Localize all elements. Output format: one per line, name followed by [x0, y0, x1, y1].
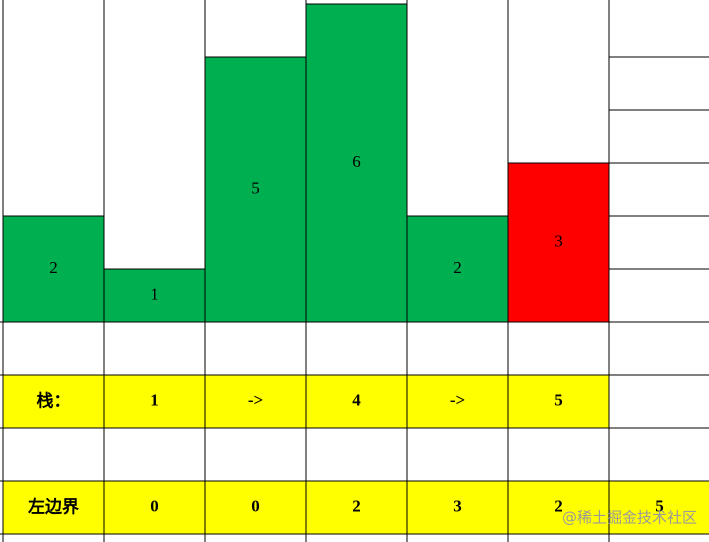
bar-label: 6 [352, 152, 361, 171]
stack-cell: -> [450, 390, 465, 409]
stack-cell: -> [248, 390, 263, 409]
stack-cell: 5 [554, 390, 563, 409]
left_boundary-cell: 2 [352, 496, 361, 515]
bar [305, 3, 408, 323]
watermark: @稀土掘金技术社区 [562, 509, 697, 527]
left_boundary-cell: 0 [150, 496, 159, 515]
bar [507, 162, 610, 323]
stack-label: 栈： [37, 391, 71, 412]
stack-cell: 4 [352, 390, 361, 409]
left-boundary-row-bg [3, 481, 709, 534]
left_boundary-cell: 2 [554, 496, 563, 515]
left_boundary-cell: 3 [453, 496, 462, 515]
stack-cell: 1 [150, 390, 159, 409]
bar-label: 3 [554, 231, 563, 250]
bar [204, 56, 307, 323]
left_boundary-label: 左边界 [28, 497, 79, 518]
left_boundary-cell: 5 [655, 496, 664, 515]
left_boundary-cell: 0 [251, 496, 260, 515]
bar-label: 2 [49, 258, 58, 277]
bar-label: 2 [453, 258, 462, 277]
bar [406, 215, 509, 323]
bar-label: 1 [150, 284, 159, 303]
bar-label: 5 [251, 178, 260, 197]
